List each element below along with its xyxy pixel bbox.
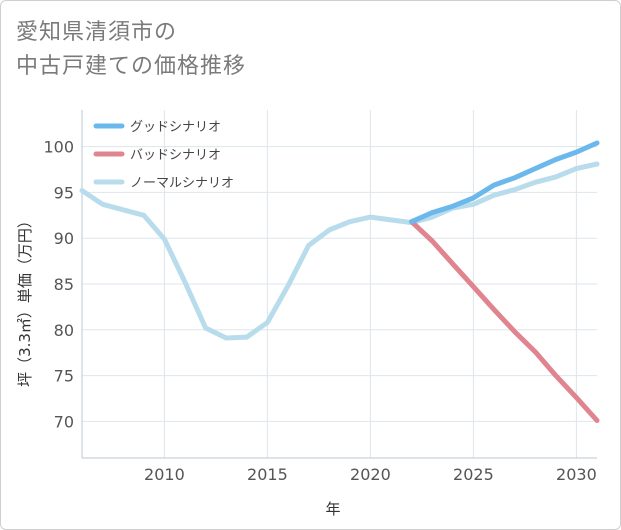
series-layer: [79, 140, 600, 423]
chart-title-line-2: 中古戸建ての価格推移: [16, 54, 247, 79]
y-tick-label: 80: [54, 321, 74, 340]
grid: [82, 110, 597, 458]
axes: [81, 110, 597, 459]
x-tick-label: 2025: [453, 465, 494, 484]
legend-label-normal: ノーマルシナリオ: [130, 176, 234, 191]
y-tick-label: 100: [43, 138, 74, 157]
chart-title-line-1: 愛知県清須市の: [16, 20, 178, 45]
x-tick-label: 2030: [556, 465, 597, 484]
legend-label-good: グッドシナリオ: [130, 120, 221, 135]
y-axis-label: 坪（3.3㎡）単価（万円）: [16, 213, 34, 387]
y-tick-label: 95: [54, 183, 74, 202]
series-line-bad: [409, 219, 600, 423]
y-tick-label: 70: [54, 412, 74, 431]
y-tick-label: 90: [54, 229, 74, 248]
y-tick-label: 75: [54, 367, 74, 386]
y-tick-label: 85: [54, 275, 74, 294]
tick-labels: 70 75 80 85 90 95 100 2010 2015 2020 2025 2030: [43, 138, 596, 484]
x-tick-label: 2020: [350, 465, 391, 484]
series-line-normal: [79, 161, 600, 341]
x-tick-label: 2015: [247, 465, 288, 484]
x-axis-label: 年: [325, 500, 340, 518]
series-line-good: [409, 140, 600, 225]
x-tick-label: 2010: [144, 465, 185, 484]
legend-label-bad: バッドシナリオ: [130, 148, 221, 163]
chart-title: 愛知県清須市の 中古戸建ての価格推移: [16, 16, 246, 84]
